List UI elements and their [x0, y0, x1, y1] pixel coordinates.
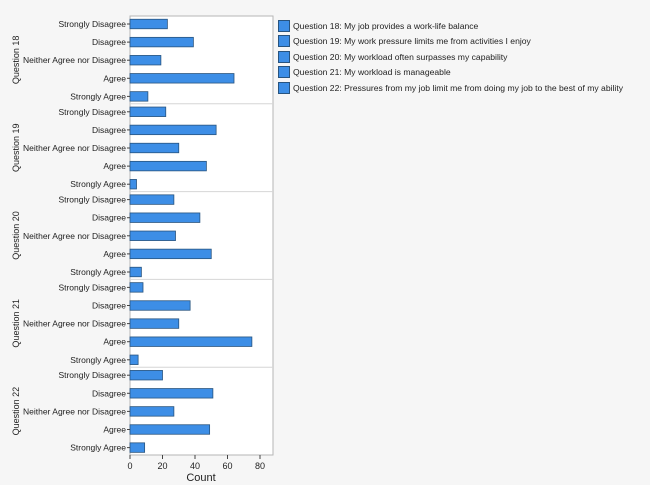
bar — [129, 106, 167, 117]
category-label: Strongly Agree — [70, 91, 126, 101]
category-label: Neither Agree nor Disagree — [23, 406, 126, 416]
legend-label: Question 21: My workload is manageable — [293, 67, 451, 78]
bar — [129, 160, 207, 172]
bar — [129, 230, 176, 241]
bar — [129, 212, 201, 223]
bar — [129, 406, 175, 417]
legend: Question 18: My job provides a work-life… — [278, 18, 623, 96]
legend-item: Question 21: My workload is manageable — [278, 65, 623, 81]
category-label: Strongly Disagree — [58, 195, 126, 205]
category-label: Strongly Disagree — [58, 107, 126, 117]
legend-item: Question 19: My work pressure limits me … — [278, 34, 623, 50]
x-tick-label: 60 — [222, 461, 232, 471]
category-label: Disagree — [92, 213, 126, 223]
legend-item: Question 18: My job provides a work-life… — [278, 18, 623, 34]
category-label: Agree — [103, 425, 126, 435]
category-label: Strongly Agree — [70, 179, 126, 189]
bar — [129, 318, 180, 329]
x-tick-label: 0 — [127, 461, 132, 471]
legend-swatch — [278, 81, 290, 94]
legend-swatch — [278, 66, 290, 79]
panel-labels: Question 18 Question 19 Question 20 Questio… — [11, 36, 21, 436]
category-label: Neither Agree nor Disagree — [23, 319, 126, 329]
x-axis: 0 20 40 60 80 — [127, 455, 265, 471]
x-axis-title: Count — [186, 472, 215, 484]
bar — [129, 424, 211, 435]
category-label: Strongly Agree — [70, 443, 126, 453]
category-label: Agree — [103, 337, 126, 347]
legend-label: Question 22: Pressures from my job limit… — [293, 82, 624, 93]
bar — [129, 124, 217, 136]
bar — [129, 300, 191, 311]
bar — [129, 336, 253, 347]
bar — [129, 91, 149, 102]
category-label: Strongly Disagree — [58, 282, 126, 292]
legend-item: Question 20: My workload often surpasses… — [278, 49, 623, 65]
panel-label: Question 21 — [11, 299, 21, 348]
panel-label: Question 18 — [11, 36, 21, 85]
bar — [129, 248, 212, 260]
category-label: Neither Agree nor Disagree — [23, 231, 126, 241]
category-label: Agree — [103, 249, 126, 259]
legend-item: Question 22: Pressures from my job limit… — [278, 80, 623, 96]
x-tick-label: 40 — [190, 461, 200, 471]
legend-swatch — [278, 19, 290, 32]
panel-label: Question 19 — [11, 123, 21, 172]
category-label: Disagree — [92, 125, 126, 135]
category-label: Agree — [103, 73, 126, 83]
category-label: Disagree — [92, 37, 126, 47]
panel-label: Question 20 — [11, 211, 21, 260]
bar — [129, 194, 175, 205]
legend-label: Question 19: My work pressure limits me … — [293, 36, 531, 47]
bar — [129, 442, 146, 453]
x-tick-label: 20 — [157, 461, 167, 471]
category-label: Strongly Agree — [70, 267, 126, 277]
bar — [129, 73, 235, 84]
category-labels: Strongly Disagree Disagree Neither Agree n… — [23, 19, 130, 453]
bar — [129, 55, 162, 66]
bar — [129, 354, 139, 365]
bar — [129, 18, 168, 30]
bar — [129, 142, 180, 154]
category-label: Neither Agree nor Disagree — [23, 55, 126, 65]
bar — [129, 266, 142, 278]
category-label: Strongly Disagree — [58, 370, 126, 380]
category-label: Neither Agree nor Disagree — [23, 143, 126, 153]
legend-swatch — [278, 35, 290, 48]
panel-label: Question 22 — [11, 387, 21, 436]
bar — [129, 36, 194, 48]
bar — [129, 282, 144, 293]
category-label: Strongly Disagree — [58, 19, 126, 29]
category-label: Agree — [103, 161, 126, 171]
legend-swatch — [278, 50, 290, 63]
bar — [129, 388, 214, 399]
category-label: Disagree — [92, 301, 126, 311]
category-label: Disagree — [92, 388, 126, 398]
bar — [129, 179, 137, 190]
legend-label: Question 20: My workload often surpasses… — [293, 51, 508, 62]
x-tick-label: 80 — [255, 461, 265, 471]
legend-label: Question 18: My job provides a work-life… — [293, 20, 479, 31]
category-label: Strongly Agree — [70, 355, 126, 365]
bar — [129, 370, 163, 381]
